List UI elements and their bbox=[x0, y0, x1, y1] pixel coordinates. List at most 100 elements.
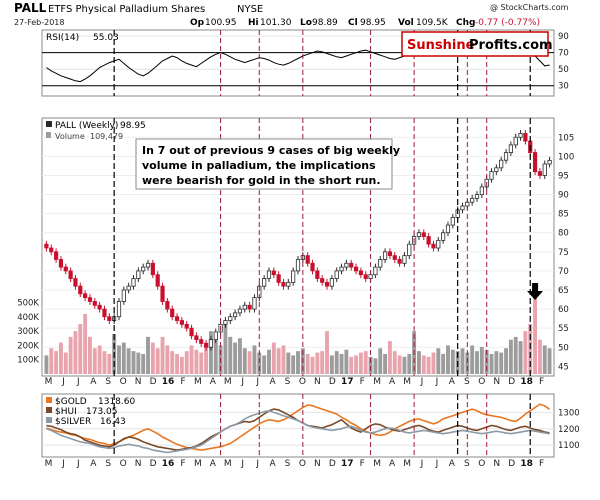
comparison-lines bbox=[46, 403, 551, 454]
volume-bar bbox=[417, 351, 421, 374]
change-label: Chg bbox=[456, 18, 475, 28]
volume-bar bbox=[63, 352, 68, 374]
volume-bar bbox=[242, 348, 247, 374]
volume-bar bbox=[121, 342, 126, 374]
x-axis-label: A bbox=[389, 459, 396, 469]
x-axis-label: F bbox=[360, 459, 365, 469]
volume-tick-label: 500K bbox=[17, 299, 39, 309]
comparison-tick-label: 1100 bbox=[558, 441, 580, 451]
volume-bar bbox=[155, 348, 160, 374]
volume-bar bbox=[547, 348, 552, 374]
price-candle bbox=[421, 232, 426, 237]
x-axis-label: N bbox=[135, 377, 142, 387]
x-axis-label: J bbox=[240, 377, 244, 387]
price-tick-label: 85 bbox=[558, 210, 569, 220]
volume-bar bbox=[165, 345, 170, 374]
x-axis-label: O bbox=[120, 377, 127, 387]
volume-bar bbox=[92, 348, 97, 374]
volume-bar bbox=[387, 341, 392, 374]
volume-tick-label: 300K bbox=[17, 327, 39, 337]
volume-bar bbox=[136, 352, 141, 374]
price-candle bbox=[499, 159, 504, 169]
close-value: 98.95 bbox=[360, 18, 386, 28]
volume-bar bbox=[189, 345, 194, 374]
price-candle bbox=[416, 232, 422, 237]
volume-legend-value: 109,479 bbox=[90, 132, 123, 141]
price-candle bbox=[54, 251, 59, 260]
x-axis-label: 18 bbox=[520, 459, 533, 469]
close-label: Cl bbox=[348, 18, 358, 28]
volume-bar bbox=[470, 345, 475, 374]
price-candle bbox=[78, 285, 83, 295]
price-candle bbox=[373, 266, 378, 276]
x-axis-label: J bbox=[240, 459, 244, 469]
price-candle bbox=[203, 343, 209, 348]
volume-bar bbox=[267, 349, 271, 374]
price-candle bbox=[291, 270, 296, 283]
volume-bar bbox=[325, 331, 329, 374]
volume-bar bbox=[126, 348, 131, 374]
volume-bar bbox=[184, 351, 189, 374]
volume-bar bbox=[150, 342, 155, 374]
silver-legend-value: 16.43 bbox=[100, 417, 126, 427]
volume-bar bbox=[426, 356, 431, 374]
price-candle bbox=[392, 255, 397, 260]
price-candle bbox=[378, 259, 383, 268]
volume-bar bbox=[450, 349, 455, 374]
price-candle bbox=[49, 247, 54, 253]
volume-bar bbox=[504, 348, 508, 374]
price-tick-label: 105 bbox=[558, 133, 574, 143]
volume-label: Vol bbox=[398, 18, 414, 28]
volume-bar bbox=[175, 354, 179, 374]
volume-bar bbox=[383, 354, 388, 374]
price-tick-label: 45 bbox=[558, 362, 569, 372]
price-candle bbox=[470, 197, 475, 203]
x-axis-label: A bbox=[90, 459, 97, 469]
x-axis-label: F bbox=[360, 377, 365, 387]
price-legend-value: 98.95 bbox=[120, 121, 146, 131]
volume-bar bbox=[204, 342, 209, 374]
volume-bar bbox=[131, 351, 136, 374]
price-candle bbox=[179, 320, 184, 325]
x-axis-label: J bbox=[420, 377, 424, 387]
price-candle bbox=[281, 281, 286, 287]
price-candle bbox=[344, 262, 349, 268]
hui-legend-label: $HUI bbox=[55, 407, 77, 417]
price-candle bbox=[310, 262, 315, 272]
price-candle bbox=[170, 308, 175, 318]
volume-bar bbox=[58, 342, 63, 374]
annotation-box: In 7 out of previous 9 cases of big week… bbox=[135, 138, 400, 190]
price-tick-label: 50 bbox=[558, 343, 569, 353]
volume-bar bbox=[223, 322, 228, 374]
volume-bar bbox=[523, 331, 528, 374]
volume-bar bbox=[117, 345, 121, 374]
volume-bar bbox=[78, 324, 83, 374]
copyright: @ StockCharts.com bbox=[490, 3, 569, 12]
price-candle bbox=[537, 171, 542, 176]
x-axis-label: 16 bbox=[162, 377, 175, 387]
volume-bar bbox=[494, 351, 499, 374]
volume-bar bbox=[460, 348, 465, 374]
price-candle bbox=[141, 266, 146, 272]
volume-bar bbox=[349, 356, 354, 374]
price-candle bbox=[407, 243, 412, 257]
x-axis-label: J bbox=[435, 377, 439, 387]
volume-bar bbox=[88, 336, 92, 374]
x-axis-label: S bbox=[105, 459, 111, 469]
x-axis-label: A bbox=[449, 377, 456, 387]
volume-bar bbox=[378, 348, 383, 374]
price-candle bbox=[329, 278, 334, 287]
price-candle bbox=[353, 266, 359, 272]
price-candle bbox=[305, 255, 310, 264]
x-axis-label: O bbox=[120, 459, 127, 469]
x-axis-label: N bbox=[493, 377, 500, 387]
price-candle bbox=[102, 308, 107, 318]
volume-bar bbox=[537, 339, 542, 374]
price-candle bbox=[237, 308, 243, 314]
volume-bar bbox=[315, 352, 320, 374]
volume-bar bbox=[368, 356, 373, 374]
price-candle bbox=[532, 152, 538, 173]
volume-bar bbox=[252, 345, 257, 374]
volume-bar bbox=[397, 355, 402, 374]
price-candle bbox=[63, 266, 68, 272]
